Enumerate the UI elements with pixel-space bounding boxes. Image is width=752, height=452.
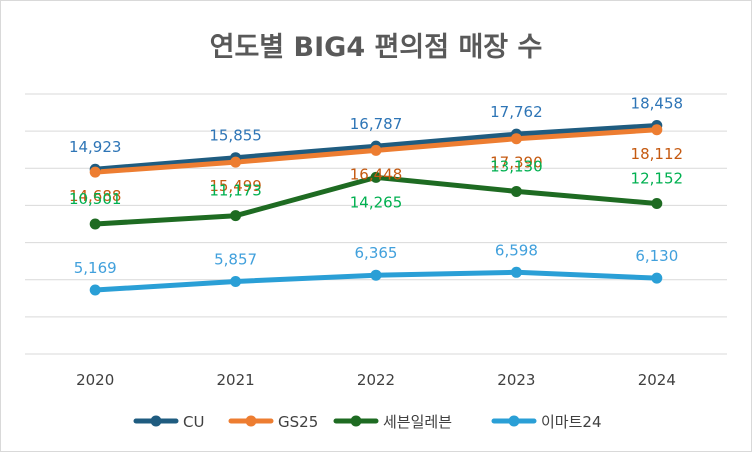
data-label: 6,365 [355,244,398,262]
x-tick-label: 2021 [217,371,255,389]
legend-swatch-marker [245,415,257,427]
data-label: 14,688 [69,187,122,205]
x-tick-label: 2020 [76,371,114,389]
data-label: 16,787 [350,115,403,133]
chart-title: 연도별 BIG4 편의점 매장 수 [210,32,543,63]
data-point [370,144,382,156]
data-label: 12,152 [631,170,684,188]
data-point [370,269,382,281]
data-point [510,133,522,145]
data-label: 5,169 [74,259,117,277]
data-label: 17,390 [490,154,543,172]
x-tick-label: 2022 [357,371,395,389]
legend-swatch-marker [150,415,162,427]
x-tick-label: 2024 [638,371,676,389]
data-label: 18,458 [631,94,684,112]
data-point [230,210,242,222]
x-tick-label: 2023 [497,371,535,389]
data-label: 15,855 [209,127,262,145]
data-label: 5,857 [214,250,257,268]
legend-label: CU [183,413,204,431]
series-points [89,119,663,296]
legend-swatch-marker [350,415,362,427]
data-point [230,156,242,168]
legend-swatch-marker [508,415,520,427]
data-label: 10,501 [69,190,122,208]
x-axis-ticks: 2020 2021 2022 2023 2024 [76,371,676,389]
data-labels: 14,923 15,855 16,787 17,762 18,458 14,688 15,4… [69,94,683,277]
data-label: 18,112 [631,145,684,163]
legend-label: 이마트24 [541,413,602,431]
legend: CU GS25 세븐일레븐 이마트24 [133,413,602,431]
data-point [510,185,522,197]
data-point [510,266,522,278]
data-label: 16,448 [350,165,403,183]
data-point [651,198,663,210]
data-point [89,218,101,230]
data-point [89,166,101,178]
data-label: 11,173 [209,182,262,200]
data-point [370,171,382,183]
data-label: 13,130 [490,157,543,175]
data-label: 17,762 [490,103,543,121]
data-label: 14,923 [69,138,122,156]
data-label: 6,598 [495,241,538,259]
data-point [651,124,663,136]
legend-label: GS25 [278,413,318,431]
data-point [651,272,663,284]
data-label: 15,499 [209,177,262,195]
legend-label: 세븐일레븐 [383,413,452,431]
data-label: 6,130 [635,247,678,265]
data-point [230,275,242,287]
data-label: 14,265 [350,193,403,211]
data-point [89,284,101,296]
